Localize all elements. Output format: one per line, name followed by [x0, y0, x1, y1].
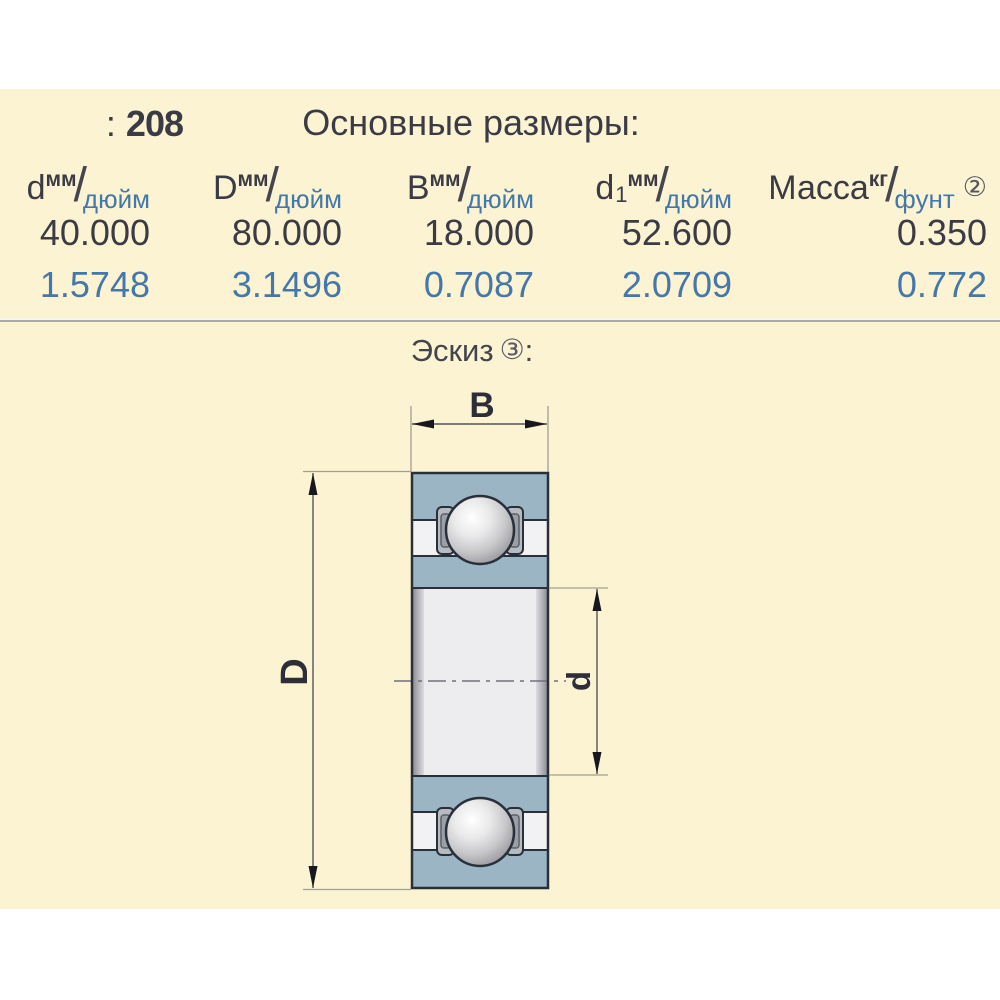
value-d1-mm: 52.600 [621, 212, 732, 253]
arrow-D-top [308, 473, 318, 495]
arrow-d-top [592, 589, 602, 611]
footnote-2-marker: ② [962, 172, 987, 202]
bearing-designation: : 208 [0, 103, 184, 145]
value-B-mm: 18.000 [423, 212, 534, 253]
value-B-inch: 0.7087 [423, 264, 534, 305]
arrow-d-bottom [592, 752, 602, 774]
value-d-inch: 1.5748 [39, 264, 150, 305]
column-header-mass: Массакг/фунт ② [768, 159, 987, 214]
sketch-label: Эскиз [410, 333, 494, 368]
arrow-D-bottom [308, 866, 318, 888]
column-header-d1: d1мм/дюйм [595, 159, 732, 214]
column-header-B: Bмм/дюйм [406, 159, 534, 214]
arrow-B-right [525, 419, 547, 429]
ball-top [444, 494, 516, 566]
inch-values-row: 1.5748 3.1496 0.7087 2.0709 0.772 [0, 264, 1000, 306]
extension-lines [303, 406, 608, 891]
value-d1-inch: 2.0709 [621, 264, 732, 305]
page-title: Основные размеры: [302, 102, 640, 143]
label-B: B [469, 386, 494, 425]
column-header-D: Dмм/дюйм [212, 159, 342, 214]
label-D: D [274, 658, 316, 685]
value-mass-kg: 0.350 [896, 212, 987, 253]
sketch-label-colon: : [524, 333, 534, 368]
ball-bottom [444, 796, 516, 868]
bearing-outline [410, 471, 550, 890]
dimensions-table-header: dмм/дюйм Dмм/дюйм Bмм/дюйм d1мм/дюйм Мас… [0, 156, 1000, 221]
sketch-section-title: Эскиз ③: [0, 332, 944, 371]
value-D-inch: 3.1496 [231, 264, 342, 305]
label-d: d [560, 671, 597, 691]
column-header-d: dмм/дюйм [26, 159, 150, 214]
designation-prefix: : [105, 103, 126, 144]
value-D-mm: 80.000 [231, 212, 342, 253]
value-d-mm: 40.000 [39, 212, 150, 253]
designation-number: 208 [125, 103, 184, 144]
dimension-arrows [308, 419, 602, 888]
metric-values-row: 40.000 80.000 18.000 52.600 0.350 [0, 212, 1000, 254]
footnote-3-marker: ③ [499, 334, 525, 365]
value-mass-lb: 0.772 [896, 264, 987, 305]
dimension-lines [312, 423, 598, 888]
bearing-sketch: B D d [274, 386, 608, 891]
section-divider [0, 318, 1000, 322]
arrow-B-left [412, 419, 434, 429]
